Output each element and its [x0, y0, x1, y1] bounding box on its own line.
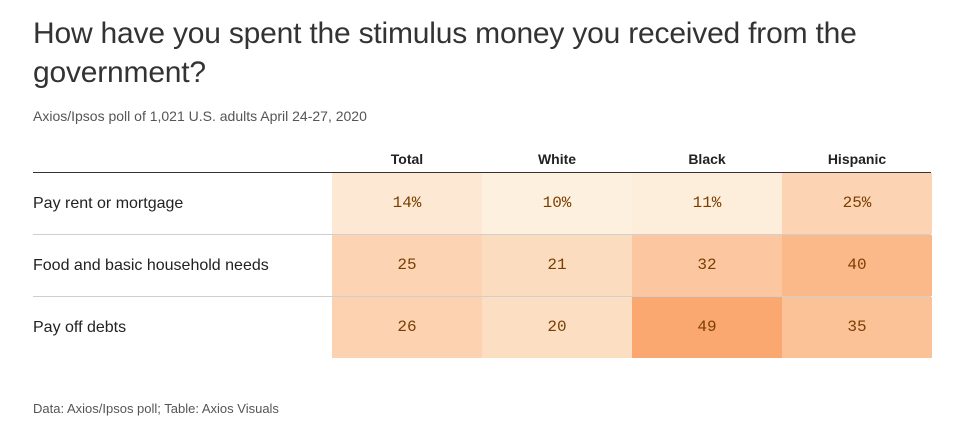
table-cell: 26 — [332, 297, 482, 358]
column-header-total: Total — [390, 151, 424, 167]
table-cell: 49 — [632, 297, 782, 358]
row-label: Pay off debts — [33, 319, 127, 336]
table-cell: 35 — [782, 297, 932, 358]
chart-title: How have you spent the stimulus money yo… — [33, 17, 857, 89]
table-cell: 21 — [482, 235, 632, 296]
source-note: Data: Axios/Ipsos poll; Table: Axios Vis… — [33, 401, 279, 416]
row-label: Food and basic household needs — [33, 257, 269, 274]
table-cell: 20 — [482, 297, 632, 358]
chart-subtitle: Axios/Ipsos poll of 1,021 U.S. adults Ap… — [33, 108, 367, 124]
table-body: Pay rent or mortgage 14% 10% 11% 25% Food and… — [33, 173, 932, 358]
table-header-row: Total White Black Hispanic — [33, 145, 931, 173]
table-cell: 11% — [632, 173, 782, 234]
table-row: Pay off debts 26 20 49 35 — [33, 297, 932, 358]
column-header-black: Black — [688, 151, 726, 167]
column-header-white: White — [537, 151, 577, 167]
table-row: Food and basic household needs 25 21 32 40 — [33, 235, 932, 297]
table-cell: 25% — [782, 173, 932, 234]
table-cell: 10% — [482, 173, 632, 234]
table-cell: 25 — [332, 235, 482, 296]
table-cell: 14% — [332, 173, 482, 234]
table-row: Pay rent or mortgage 14% 10% 11% 25% — [33, 173, 932, 235]
row-label: Pay rent or mortgage — [33, 195, 184, 212]
data-table: Total White Black Hispanic Pay rent or mort… — [33, 145, 932, 358]
column-header-hispanic: Hispanic — [827, 151, 887, 167]
table-cell: 32 — [632, 235, 782, 296]
table-cell: 40 — [782, 235, 932, 296]
